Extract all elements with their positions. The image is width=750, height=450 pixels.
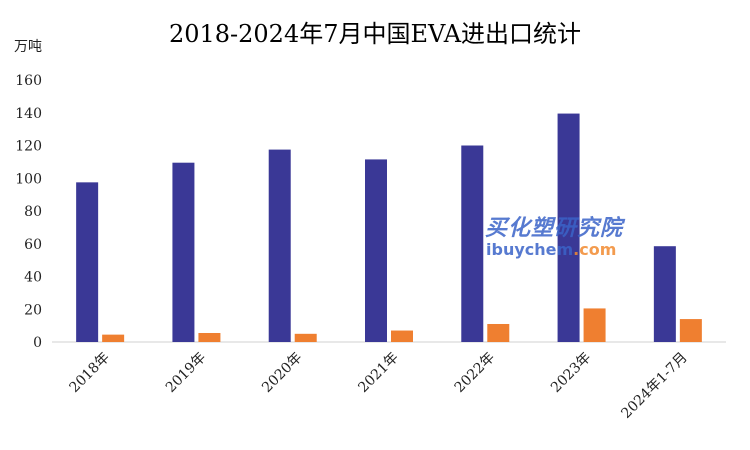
bar-series-1	[461, 145, 484, 342]
bar-series-2	[198, 332, 221, 342]
x-tick-label: 2020年	[259, 350, 305, 396]
bar-series-1	[653, 246, 676, 342]
bar-series-2	[391, 330, 413, 342]
bar-series-1	[557, 113, 580, 342]
y-tick-label: 80	[24, 204, 42, 220]
bar-series-1	[76, 182, 99, 342]
bar-series-1	[172, 162, 195, 342]
y-tick-label: 140	[15, 106, 42, 122]
watermark-url: ibuychem.com	[486, 240, 616, 259]
y-tick-label: 40	[24, 270, 42, 286]
bar-series-1	[268, 149, 291, 342]
x-tick-label: 2021年	[355, 350, 401, 396]
y-axis-unit-label: 万吨	[14, 39, 42, 55]
x-tick-label: 2024年1-7月	[618, 350, 690, 422]
bar-series-1	[365, 159, 387, 342]
y-tick-label: 120	[15, 139, 42, 155]
y-tick-label: 0	[33, 335, 42, 351]
chart-title: 2018-2024年7月中国EVA进出口统计	[168, 20, 582, 48]
y-tick-label: 100	[15, 171, 42, 187]
bar-series-2	[583, 308, 606, 342]
watermark-text: 买化塑研究院	[485, 216, 624, 241]
bar-series-2	[294, 333, 317, 342]
bar-series-2	[102, 334, 125, 342]
y-tick-label: 160	[15, 73, 42, 89]
x-tick-label: 2018年	[67, 350, 113, 396]
y-tick-label: 60	[24, 237, 42, 253]
bar-series-2	[487, 323, 510, 342]
bar-series-2	[679, 319, 702, 342]
y-tick-label: 20	[24, 302, 42, 318]
watermark-url-suffix: .com	[573, 240, 617, 259]
x-tick-label: 2019年	[163, 350, 209, 396]
x-tick-label: 2022年	[452, 350, 498, 396]
watermark-url-main: ibuychem	[486, 240, 574, 259]
x-tick-label: 2023年	[548, 350, 594, 396]
